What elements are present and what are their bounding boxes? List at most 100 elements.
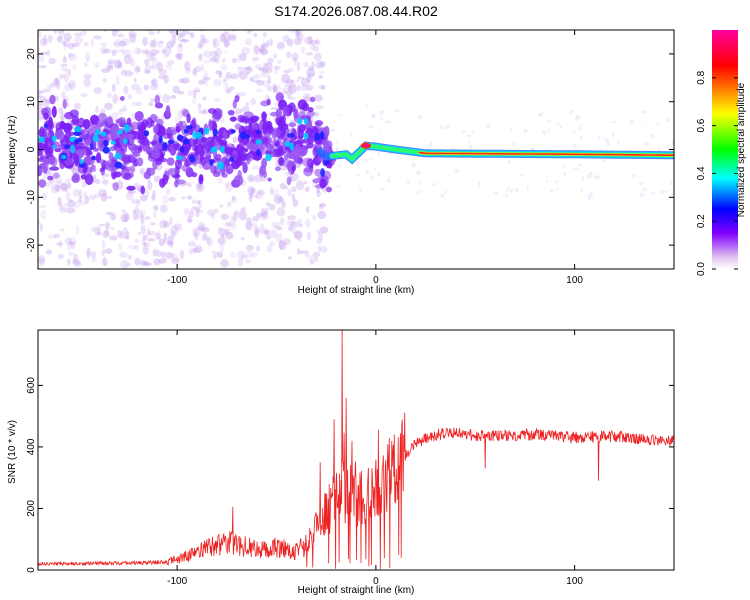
noise-speck [211,250,219,255]
noise-speck [83,191,88,198]
noise-speck [586,173,592,179]
spectral-blob [62,98,67,110]
noise-speck [61,203,70,213]
spectral-blob [307,110,316,117]
noise-speck [477,181,481,186]
noise-speck [196,44,204,49]
y-tick-label: 0 [26,567,37,573]
noise-speck [264,229,270,236]
noise-speck [39,38,49,47]
spectral-blob [297,99,308,110]
noise-speck [291,193,296,201]
noise-speck [141,238,147,247]
noise-speck [194,245,203,253]
noise-speck [290,220,299,228]
noise-speck [558,124,563,129]
noise-speck [190,206,200,210]
noise-speck [303,36,313,45]
noise-speck [229,216,236,226]
noise-speck [204,70,208,81]
noise-speck [188,194,193,201]
noise-speck [93,193,102,199]
x-tick-label: 0 [373,576,379,587]
spectral-blob [266,143,274,152]
noise-speck [38,90,45,94]
noise-speck [194,233,199,241]
noise-speck [187,89,195,97]
coherent-band [418,151,674,156]
spectral-blob [282,105,290,116]
noise-speck [75,224,80,235]
noise-speck [201,37,208,44]
spectral-blob [307,106,314,113]
noise-speck [120,213,130,223]
noise-speck [104,173,110,177]
noise-speck [251,56,260,62]
noise-speck [273,65,281,70]
spectral-blob [146,167,152,175]
spectral-blob [267,177,272,182]
noise-speck [91,258,97,262]
noise-speck [283,90,289,95]
noise-speck [120,259,130,269]
noise-speck [195,210,200,218]
noise-speck [432,182,437,187]
noise-speck [506,187,511,190]
spectral-blob [312,178,321,184]
noise-speck [221,233,225,239]
noise-speck [179,249,185,260]
noise-speck [287,188,292,197]
noise-speck [377,151,380,156]
noise-speck [445,124,450,130]
noise-speck [107,59,116,65]
noise-speck [203,76,212,81]
noise-speck [140,209,146,217]
noise-speck [212,254,217,259]
noise-speck [61,187,69,193]
noise-speck [273,53,277,60]
noise-speck [170,94,177,99]
spectral-blob [258,144,266,150]
snr-panel: -100 0 100 0 200 400 600 Height of straight l… [7,329,675,596]
noise-speck [153,175,161,183]
colorbar-tick-label: 0.0 [696,262,707,276]
noise-speck [231,57,238,64]
noise-speck [57,30,65,35]
noise-speck [245,250,254,259]
noise-speck [63,73,69,83]
noise-speck [314,257,319,263]
spectral-blob [42,127,48,138]
noise-speck [101,240,106,250]
spectral-blob [261,111,267,123]
spectral-blob [303,117,309,125]
noise-speck [253,194,259,199]
noise-speck [598,136,601,140]
noise-speck [158,238,165,247]
noise-speck [555,122,561,125]
spectral-blob [143,130,150,137]
spectral-blob [255,139,263,145]
noise-speck [122,49,132,59]
noise-speck [200,63,205,72]
spectral-blob [275,108,283,118]
noise-speck [418,181,421,185]
noise-speck [260,223,265,229]
noise-speck [296,76,305,80]
noise-speck [68,251,74,257]
noise-speck [364,158,368,163]
spectral-blob [113,171,122,178]
noise-speck [171,30,177,39]
noise-speck [123,235,129,240]
spectral-blob [219,145,225,153]
noise-speck [278,239,284,250]
noise-speck [267,57,274,64]
spectral-blob [258,167,264,178]
noise-speck [650,192,656,195]
spectral-blob [73,153,80,165]
noise-speck [175,257,180,265]
noise-speck [246,30,253,35]
noise-speck [147,180,153,191]
noise-speck [131,101,135,107]
noise-speck [394,109,400,113]
noise-speck [169,225,179,235]
